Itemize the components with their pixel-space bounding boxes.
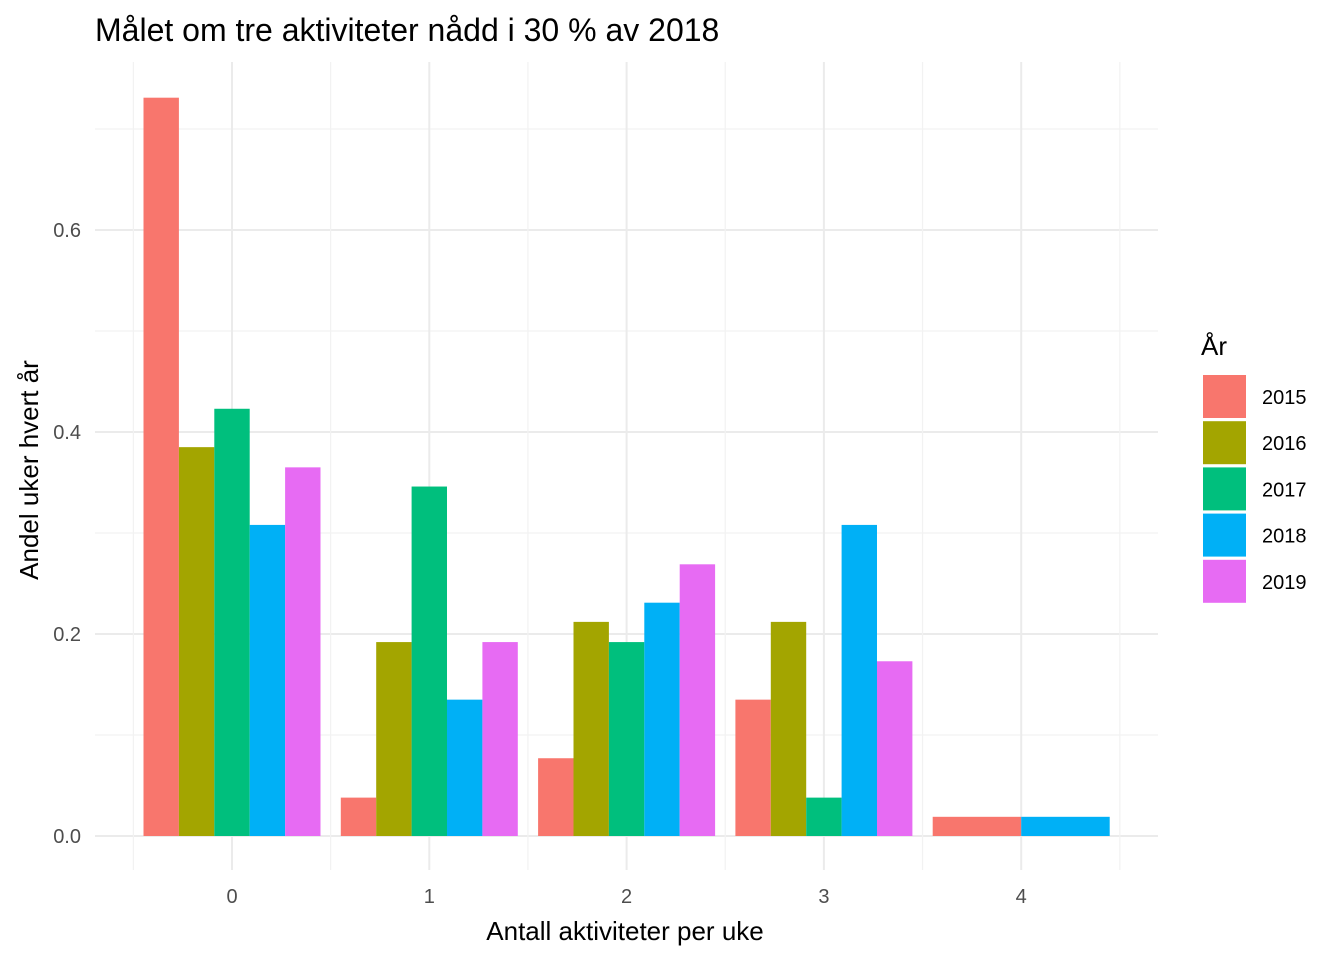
bar-2018-cat-4 xyxy=(1021,816,1110,836)
legend-label-2019: 2019 xyxy=(1262,572,1307,594)
x-tick-label: 2 xyxy=(621,886,632,908)
bar-2019-cat-2 xyxy=(679,564,716,836)
bar-2018-cat-2 xyxy=(644,602,680,836)
bars xyxy=(143,97,1110,836)
legend-title: År xyxy=(1201,331,1227,361)
bar-2016-cat-1 xyxy=(376,642,412,836)
bar-2018-cat-3 xyxy=(841,524,877,836)
bar-2015-cat-2 xyxy=(538,758,574,836)
legend: År 2015 2016 2017 2018 2019 xyxy=(1201,331,1307,603)
bar-2016-cat-3 xyxy=(770,621,807,836)
chart-title: Målet om tre aktiviteter nådd i 30 % av … xyxy=(95,12,719,48)
legend-swatch-2017 xyxy=(1203,467,1246,511)
bar-2019-cat-1 xyxy=(482,642,518,836)
y-tick-label: 0.6 xyxy=(53,220,81,242)
legend-label-2015: 2015 xyxy=(1262,387,1307,409)
legend-swatch-2018 xyxy=(1203,513,1246,557)
bar-2015-cat-3 xyxy=(735,699,771,836)
y-tick-label: 0.0 xyxy=(53,826,81,848)
x-tick-label: 4 xyxy=(1016,886,1027,908)
y-tick-label: 0.4 xyxy=(53,422,81,444)
bar-2018-cat-0 xyxy=(249,524,286,836)
legend-label-2017: 2017 xyxy=(1262,479,1307,501)
x-tick-label: 1 xyxy=(424,886,435,908)
bar-2016-cat-0 xyxy=(178,447,215,836)
legend-label-2016: 2016 xyxy=(1262,433,1307,455)
x-tick-label: 3 xyxy=(818,886,829,908)
bar-2015-cat-0 xyxy=(143,97,179,836)
bar-2018-cat-1 xyxy=(447,699,483,836)
y-axis-ticks: 0.0 0.2 0.4 0.6 xyxy=(53,220,81,848)
bar-2017-cat-3 xyxy=(806,797,842,836)
legend-swatch-2016 xyxy=(1203,421,1246,465)
x-axis-title: Antall aktiviteter per uke xyxy=(486,916,763,946)
legend-swatch-2019 xyxy=(1203,559,1246,603)
legend-swatch-2015 xyxy=(1203,375,1246,418)
bar-2015-cat-1 xyxy=(340,797,377,836)
bar-2017-cat-0 xyxy=(214,408,250,836)
x-tick-label: 0 xyxy=(226,886,237,908)
bar-2019-cat-3 xyxy=(877,661,913,836)
bar-2015-cat-4 xyxy=(932,816,1022,836)
bar-2017-cat-1 xyxy=(411,486,447,836)
y-axis-title: Andel uker hvert år xyxy=(14,360,44,580)
bar-2016-cat-2 xyxy=(573,621,609,836)
legend-label-2018: 2018 xyxy=(1262,526,1307,548)
y-tick-label: 0.2 xyxy=(53,624,81,646)
x-axis-ticks: 0 1 2 3 4 xyxy=(226,886,1026,908)
bar-2019-cat-0 xyxy=(285,467,321,836)
bar-2017-cat-2 xyxy=(608,642,645,836)
